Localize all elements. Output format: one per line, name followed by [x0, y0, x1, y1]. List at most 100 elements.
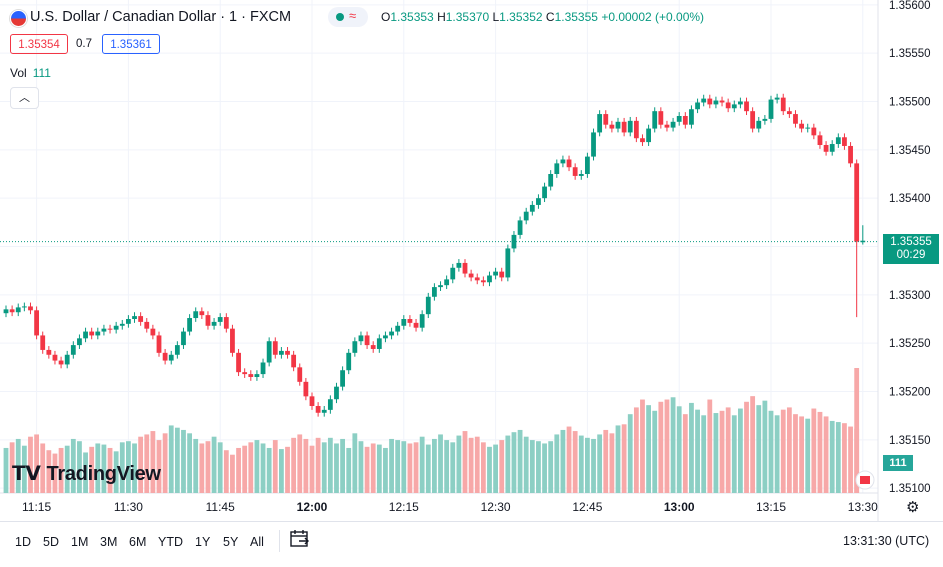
- volume-bar: [119, 442, 125, 493]
- range-6m-button[interactable]: 6M: [129, 535, 147, 549]
- gear-icon[interactable]: ⚙: [906, 499, 920, 516]
- range-ytd-button[interactable]: YTD: [158, 535, 183, 549]
- volume-bar: [272, 440, 278, 493]
- volume-bar: [829, 420, 835, 493]
- candle-body: [272, 341, 278, 355]
- ohlc-readout: O1.35353 H1.35370 L1.35352 C1.35355 +0.0…: [381, 10, 705, 24]
- candle-body: [432, 287, 437, 297]
- candle-body: [860, 240, 866, 243]
- market-status-pill[interactable]: ≈: [328, 7, 368, 27]
- candle-body: [627, 120, 633, 133]
- range-5y-button[interactable]: 5Y: [223, 535, 239, 549]
- y-tick-label: 1.35250: [889, 338, 931, 350]
- volume-bar: [511, 432, 517, 493]
- candle-body: [21, 306, 27, 308]
- calendar-goto-icon[interactable]: [289, 528, 311, 550]
- volume-bar: [566, 426, 572, 493]
- market-open-dot-icon: [336, 13, 344, 21]
- volume-bar: [835, 422, 841, 493]
- volume-bar: [817, 411, 823, 493]
- range-all-button[interactable]: All: [250, 535, 264, 549]
- volume-bar: [340, 438, 345, 493]
- volume-bar: [842, 423, 847, 493]
- candle-body: [823, 145, 829, 152]
- volume-bar: [462, 431, 468, 493]
- volume-bar: [744, 401, 749, 493]
- volume-price-tag: 111: [883, 455, 913, 471]
- range-5d-button[interactable]: 5D: [43, 535, 59, 549]
- chevron-up-icon: ︿: [19, 92, 30, 104]
- candle-body: [780, 97, 786, 112]
- candle-body: [395, 325, 401, 332]
- volume-bar: [327, 437, 333, 493]
- utc-clock[interactable]: 13:31:30 (UTC): [843, 534, 930, 548]
- candle-body: [719, 100, 725, 103]
- candle-body: [64, 354, 70, 365]
- candle-body: [138, 316, 144, 322]
- volume-bar: [52, 453, 58, 493]
- volume-bar: [456, 435, 462, 493]
- x-tick-label: 12:00: [297, 500, 328, 514]
- candle-body: [174, 345, 180, 355]
- sell-price-button[interactable]: 1.35354: [10, 34, 68, 54]
- candle-body: [548, 174, 554, 187]
- volume-bar: [34, 434, 39, 493]
- range-1y-button[interactable]: 1Y: [195, 535, 211, 549]
- candle-body: [474, 277, 480, 281]
- candle-body: [444, 279, 450, 286]
- volume-bar: [15, 438, 21, 493]
- candle-body: [156, 335, 162, 353]
- volume-bar: [126, 441, 131, 493]
- volume-bar: [774, 415, 780, 493]
- bottom-toolbar: 1D 5D 1M 3M 6M YTD 1Y 5Y All: [0, 521, 943, 562]
- volume-bar: [658, 401, 664, 493]
- cad-flag-leaf: [860, 476, 870, 484]
- volume-bar: [517, 429, 523, 493]
- volume-bar: [162, 433, 168, 493]
- y-tick-label: 1.35300: [889, 290, 931, 302]
- range-1m-button[interactable]: 1M: [71, 535, 89, 549]
- candle-body: [52, 354, 58, 361]
- volume-bar: [217, 442, 223, 493]
- volume-bar: [548, 441, 554, 493]
- candle-body: [242, 372, 248, 375]
- candle-body: [370, 345, 376, 349]
- volume-bar: [413, 442, 419, 493]
- volume-bar: [652, 410, 658, 493]
- candle-body: [187, 318, 192, 332]
- volume-bar: [523, 436, 529, 493]
- volume-bar: [554, 434, 560, 493]
- volume-bar: [480, 442, 486, 493]
- volume-legend[interactable]: Vol 111: [10, 66, 51, 80]
- candle-body: [438, 285, 443, 288]
- candle-body: [646, 128, 651, 143]
- range-3m-button[interactable]: 3M: [100, 535, 118, 549]
- volume-bar: [223, 450, 229, 493]
- candle-body: [805, 127, 811, 129]
- buy-price-button[interactable]: 1.35361: [102, 34, 160, 54]
- candle-body: [126, 319, 131, 324]
- volume-bar: [756, 405, 762, 493]
- x-tick-label: 12:15: [389, 500, 419, 514]
- volume-bar: [505, 435, 511, 493]
- candle-body: [499, 271, 505, 278]
- volume-bar: [266, 447, 272, 493]
- volume-bar: [254, 440, 260, 493]
- candle-body: [419, 314, 425, 328]
- y-tick-label: 1.35600: [889, 0, 931, 12]
- volume-bar: [58, 447, 64, 493]
- volume-bar: [113, 451, 119, 493]
- range-1d-button[interactable]: 1D: [15, 535, 31, 549]
- candle-body: [279, 350, 284, 355]
- volume-bar: [529, 440, 535, 493]
- collapse-legend-button[interactable]: ︿: [10, 87, 39, 109]
- volume-bar: [187, 433, 192, 493]
- x-tick-label: 13:30: [848, 500, 878, 514]
- symbol-title[interactable]: U.S. Dollar / Canadian Dollar · 1 · FXCM: [30, 9, 292, 25]
- candle-body: [597, 114, 603, 133]
- candle-body: [786, 111, 792, 115]
- volume-bar: [536, 441, 541, 493]
- volume-bar: [487, 446, 492, 493]
- candle-body: [132, 316, 137, 319]
